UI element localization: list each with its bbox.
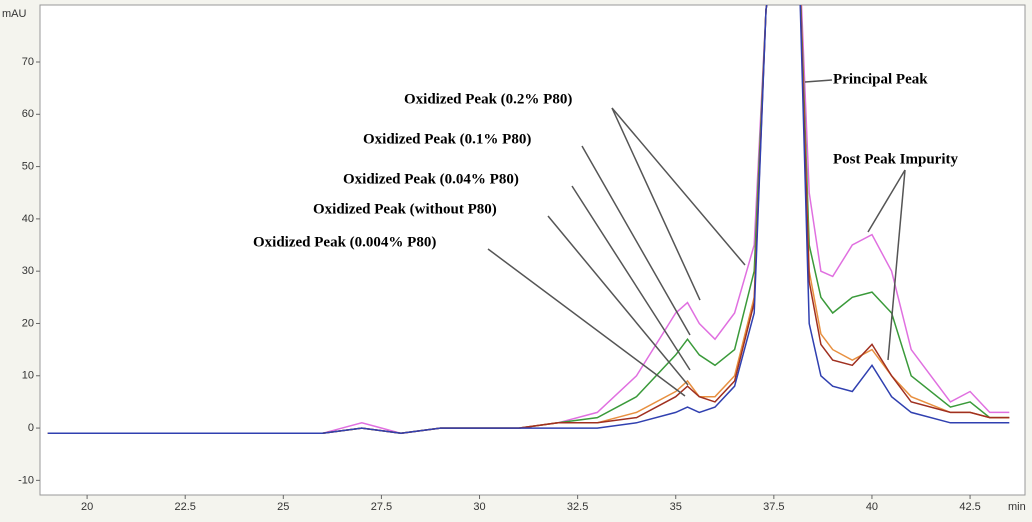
annotation: Oxidized Peak (0.1% P80) <box>363 131 531 147</box>
x-axis-label: min <box>1008 501 1026 513</box>
annotation: Oxidized Peak (0.04% P80) <box>343 171 519 187</box>
annotation-pointer <box>581 145 691 336</box>
annotation: Oxidized Peak (without P80) <box>313 201 497 217</box>
y-tick-label: 30 <box>22 265 34 277</box>
x-tick-label: 37.5 <box>763 501 784 513</box>
annotation-pointer <box>547 215 689 386</box>
annotation-pointer <box>487 248 686 397</box>
plot-area <box>39 4 1026 496</box>
y-tick-label: 10 <box>22 370 34 382</box>
x-tick-label: 25 <box>277 501 289 513</box>
annotation-pointer <box>867 169 906 233</box>
x-tick-label: 27.5 <box>371 501 392 513</box>
annotation-pointer <box>571 185 691 371</box>
x-tick-label: 40 <box>866 501 878 513</box>
y-tick-label: -10 <box>18 474 34 486</box>
annotation: Oxidized Peak (0.2% P80) <box>404 91 572 107</box>
y-tick-label: 60 <box>22 108 34 120</box>
y-tick-label: 40 <box>22 213 34 225</box>
x-tick-label: 20 <box>81 501 93 513</box>
annotation: Post Peak Impurity <box>833 151 958 167</box>
x-tick-label: 22.5 <box>174 501 195 513</box>
y-tick-label: 20 <box>22 317 34 329</box>
annotation-pointer <box>804 79 833 83</box>
y-tick-label: 0 <box>28 422 34 434</box>
annotation-pointer <box>611 107 701 301</box>
x-tick-label: 30 <box>473 501 485 513</box>
y-tick-label: 70 <box>22 56 34 68</box>
x-tick-label: 32.5 <box>567 501 588 513</box>
series-line <box>47 5 1010 435</box>
y-tick-label: 50 <box>22 160 34 172</box>
x-tick-label: 35 <box>670 501 682 513</box>
annotation: Principal Peak <box>833 71 928 87</box>
annotation-pointer <box>611 107 746 266</box>
annotation-pointer <box>887 169 906 361</box>
y-axis-label: mAU <box>2 8 27 20</box>
annotation: Oxidized Peak (0.004% P80) <box>253 234 436 250</box>
x-tick-label: 42.5 <box>959 501 980 513</box>
series-group <box>47 5 1010 435</box>
